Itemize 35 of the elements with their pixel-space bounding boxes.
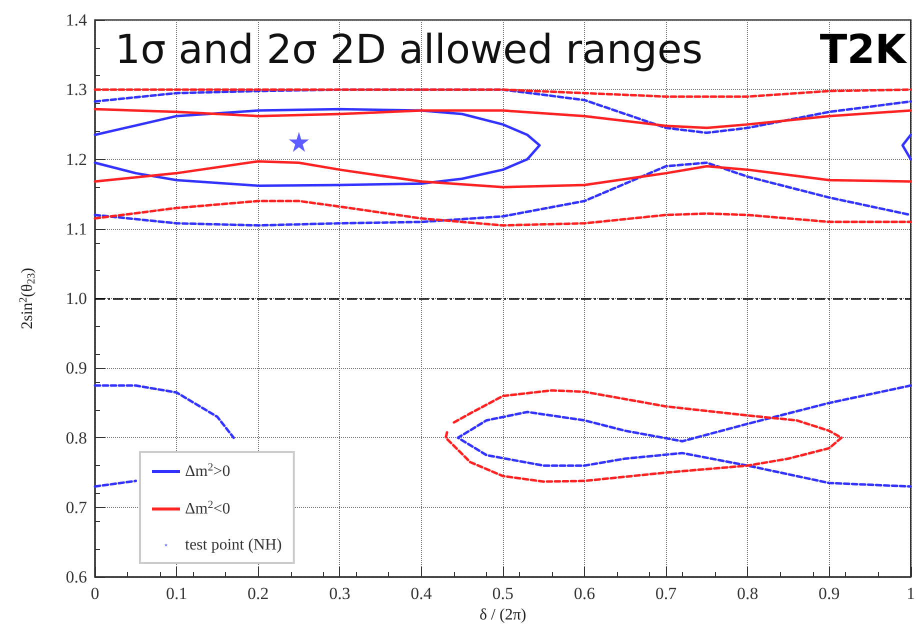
- y-tick-label: 1.3: [66, 80, 87, 100]
- line-series: [456, 384, 912, 488]
- line-series: [94, 161, 912, 227]
- line-series: [94, 108, 541, 187]
- line-series: [94, 160, 912, 188]
- line-series: [94, 200, 912, 227]
- x-tick-label: 0.5: [492, 584, 514, 603]
- line-series: [94, 88, 912, 98]
- annotation: T2K: [820, 27, 908, 73]
- y-tick-label: 0.8: [66, 428, 87, 448]
- x-tick-label: 0.9: [818, 584, 840, 603]
- line-series: [94, 384, 235, 439]
- x-tick-label: 0: [90, 584, 100, 603]
- legend-label: test point (NH): [185, 536, 282, 554]
- x-tick-label: 0.8: [736, 584, 758, 603]
- y-tick-label: 0.9: [66, 358, 87, 378]
- x-tick-label: 0.2: [248, 584, 269, 603]
- y-tick-label: 1.2: [66, 150, 87, 169]
- y-tick-label: 1.0: [66, 289, 87, 308]
- y-axis-title: 2sin2(θ23): [18, 268, 38, 330]
- y-tick-label: 0.7: [66, 498, 88, 517]
- y-tick-label: 1.4: [66, 10, 88, 30]
- chart-title: 1σ and 2σ 2D allowed ranges: [115, 27, 703, 73]
- x-tick-label: 0.1: [166, 584, 188, 603]
- line-series: [94, 88, 912, 134]
- y-tick-label: 0.6: [66, 568, 87, 586]
- line-series: [94, 108, 912, 130]
- x-tick-label: 0.7: [655, 584, 678, 603]
- x-tick-label: 0.6: [574, 584, 596, 603]
- x-tick-label: 0.4: [410, 584, 432, 603]
- x-tick-label: 1: [906, 584, 915, 603]
- line-series: [444, 389, 843, 483]
- x-tick-label: 0.3: [329, 584, 350, 603]
- x-axis-title: δ / (2π): [480, 606, 526, 624]
- y-tick-label: 1.1: [66, 219, 87, 238]
